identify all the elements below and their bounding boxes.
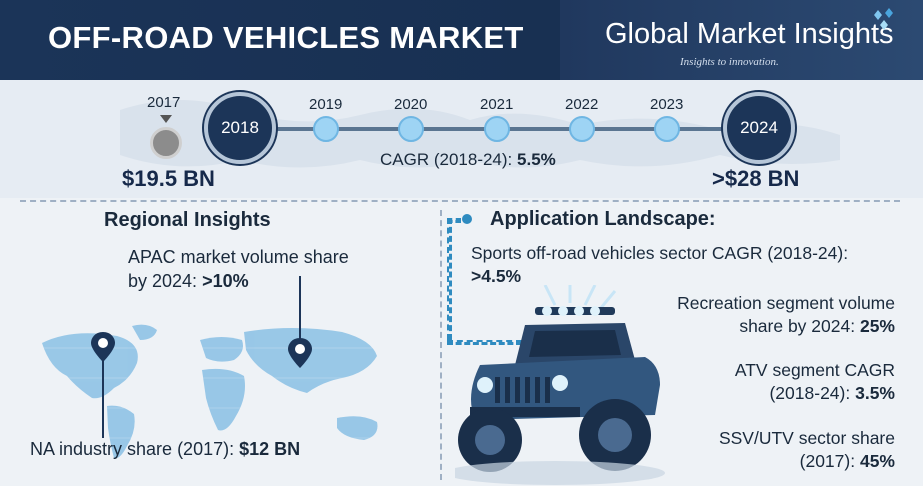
na-label: NA industry share (2017):	[30, 439, 235, 459]
cagr-value: 5.5%	[517, 150, 556, 169]
header-title-box: OFF-ROAD VEHICLES MARKET	[0, 0, 560, 80]
year-2018-label: 2018	[221, 118, 259, 137]
end-value: >$28 BN	[712, 166, 800, 191]
year-2018-circle: 2018	[204, 92, 276, 164]
year-2023-dot	[654, 116, 680, 142]
year-2019-dot	[313, 116, 339, 142]
world-map	[22, 324, 417, 459]
diamond-logo-icon	[874, 8, 893, 30]
atv-value: 3.5%	[855, 383, 895, 403]
brand-name: Global Market Insights	[605, 18, 894, 50]
year-2019: 2019	[309, 96, 343, 113]
brand-tagline: Insights to innovation.	[680, 56, 779, 68]
apac-value: >10%	[202, 271, 249, 291]
world-map-background	[120, 100, 840, 168]
vertical-divider	[440, 210, 442, 480]
recreation-line-1: Recreation segment volume	[677, 293, 895, 313]
apac-location-pin-icon	[288, 276, 312, 368]
bullet-dot-icon	[462, 214, 472, 224]
atv-insight: ATV segment CAGR (2018-24): 3.5%	[640, 359, 895, 405]
cagr-summary: CAGR (2018-24): 5.5%	[380, 150, 556, 170]
atv-line-2: (2018-24): 3.5%	[640, 382, 895, 405]
apac-line-1: APAC market volume share	[128, 247, 349, 267]
recreation-line-2-label: share by 2024:	[739, 316, 856, 336]
year-2022-dot	[569, 116, 595, 142]
sports-insight: Sports off-road vehicles sector CAGR (20…	[471, 242, 848, 288]
ssv-value: 45%	[859, 451, 895, 471]
apac-line-2-label: by 2024:	[128, 271, 198, 291]
ssv-insight: SSV/UTV sector share (2017): 45%	[640, 427, 895, 473]
start-value: $19.5 BN	[122, 166, 215, 191]
brand-panel	[560, 0, 923, 80]
year-2017: 2017	[147, 94, 181, 111]
page-title: OFF-ROAD VEHICLES MARKET	[48, 20, 524, 55]
year-2017-dot	[150, 127, 182, 159]
na-location-pin-icon	[91, 332, 115, 438]
sports-label: Sports off-road vehicles sector CAGR (20…	[471, 243, 849, 263]
year-2020-dot	[398, 116, 424, 142]
header-bar: OFF-ROAD VEHICLES MARKET Global Market I…	[0, 0, 923, 80]
year-2021: 2021	[480, 96, 514, 113]
ssv-line-2-label: (2017):	[799, 451, 856, 471]
marker-arrow-icon	[160, 115, 172, 123]
sports-value: >4.5%	[471, 266, 522, 286]
off-road-jeep-illustration	[455, 285, 665, 485]
na-insight: NA industry share (2017): $12 BN	[30, 437, 300, 461]
recreation-insight: Recreation segment volume share by 2024:…	[600, 292, 895, 338]
year-2020: 2020	[394, 96, 428, 113]
atv-line-2-label: (2018-24):	[769, 383, 851, 403]
horizontal-divider	[20, 200, 900, 202]
na-value: $12 BN	[239, 439, 301, 459]
leader-line-bottom	[447, 340, 522, 345]
year-2022: 2022	[565, 96, 599, 113]
recreation-value: 25%	[859, 316, 895, 336]
apac-line-2: by 2024: >10%	[128, 269, 349, 293]
cagr-label: CAGR (2018-24):	[380, 150, 513, 169]
ssv-line-2: (2017): 45%	[640, 450, 895, 473]
year-2024-circle: 2024	[723, 92, 795, 164]
year-2024-label: 2024	[740, 118, 778, 137]
apac-insight: APAC market volume share by 2024: >10%	[128, 245, 349, 293]
atv-line-1: ATV segment CAGR	[734, 360, 895, 380]
year-2023: 2023	[650, 96, 684, 113]
regional-title: Regional Insights	[104, 209, 271, 231]
ssv-line-1: SSV/UTV sector share	[718, 428, 895, 448]
recreation-line-2: share by 2024: 25%	[600, 315, 895, 338]
leader-line-vertical	[447, 218, 452, 340]
application-title: Application Landscape:	[490, 208, 716, 230]
year-2021-dot	[484, 116, 510, 142]
